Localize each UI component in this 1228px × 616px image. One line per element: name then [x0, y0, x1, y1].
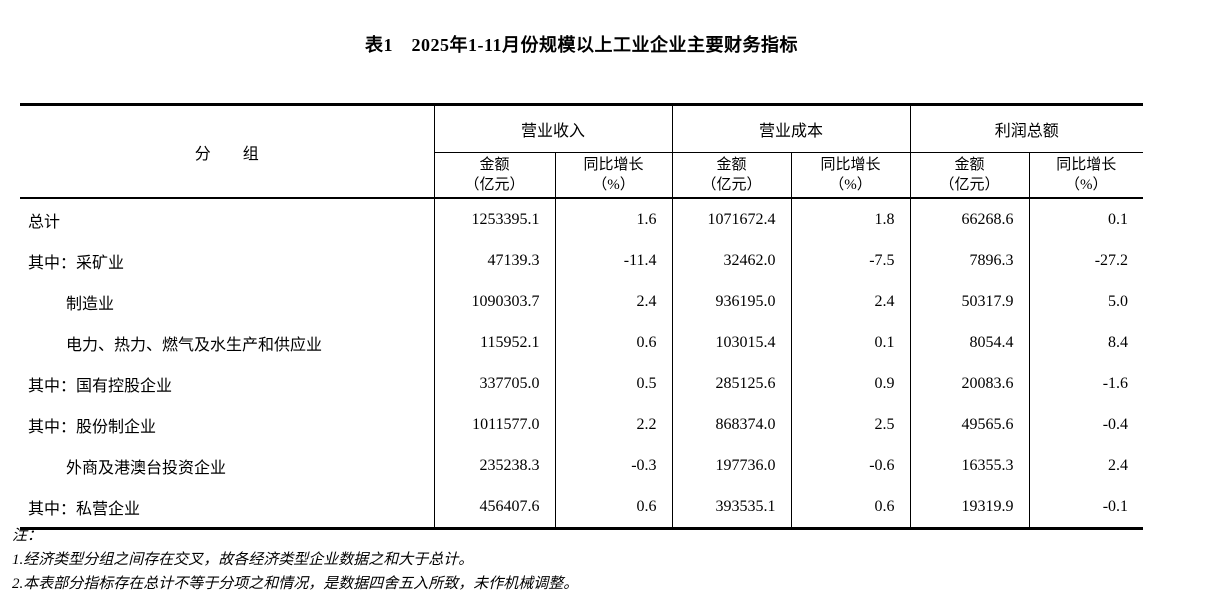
row-label: 总计 [20, 198, 435, 240]
value-cell: 1090303.7 [434, 281, 556, 322]
value-cell: 0.1 [791, 322, 911, 363]
header-revenue-growth: 同比增长 （%） [555, 152, 673, 199]
value-cell: -0.6 [791, 445, 911, 486]
table-row: 其中：采矿业 47139.3 -11.4 32462.0 -7.5 7896.3… [20, 240, 1143, 281]
header-profit-growth: 同比增长 （%） [1029, 152, 1144, 199]
value-cell: 936195.0 [672, 281, 792, 322]
value-cell: -0.3 [555, 445, 673, 486]
row-label: 其中：国有控股企业 [20, 363, 435, 404]
header-cost-amount: 金额 （亿元） [672, 152, 792, 199]
value-cell: 337705.0 [434, 363, 556, 404]
table-row: 其中：私营企业 456407.6 0.6 393535.1 0.6 19319.… [20, 486, 1143, 529]
footnotes: 注： 1.经济类型分组之间存在交叉，故各经济类型企业数据之和大于总计。 2.本表… [12, 524, 578, 596]
header-group-column: 分 组 [20, 104, 435, 199]
value-cell: 2.4 [1108, 456, 1129, 474]
value-cell: 285125.6 [672, 363, 792, 404]
value-cell: 2.4 [791, 281, 911, 322]
row-label: 制造业 [20, 281, 435, 322]
footnote-item: 2.本表部分指标存在总计不等于分项之和情况，是数据四舍五入所致，未作机械调整。 [12, 576, 579, 592]
value-cell: 868374.0 [672, 404, 792, 445]
row-label: 其中：股份制企业 [20, 404, 435, 445]
table-row: 制造业 1090303.7 2.4 936195.0 2.4 50317.9 5… [20, 281, 1143, 322]
table-header: 分 组 营业收入 营业成本 利润总额 金额 （亿元） 同比增长 （%） 金额 （… [20, 104, 1144, 199]
header-group-row: 分 组 营业收入 营业成本 利润总额 [20, 104, 1144, 199]
table-body: 总计 1253395.1 1.6 1071672.4 1.8 66268.6 0… [20, 198, 1143, 529]
table-row: 电力、热力、燃气及水生产和供应业 115952.1 0.6 103015.4 0… [20, 322, 1143, 363]
value-cell: 103015.4 [672, 322, 792, 363]
value-cell: 66268.6 [910, 198, 1030, 240]
value-cell: 1.8 [791, 198, 911, 240]
value-cell: 47139.3 [434, 240, 556, 281]
table-row: 总计 1253395.1 1.6 1071672.4 1.8 66268.6 0… [20, 198, 1143, 240]
header-section-revenue: 营业收入 [434, 104, 673, 153]
value-cell: 197736.0 [672, 445, 792, 486]
value-cell: -7.5 [791, 240, 911, 281]
value-cell: -27.2 [1094, 251, 1129, 269]
value-cell: 20083.6 [910, 363, 1030, 404]
value-cell: -1.6 [1102, 374, 1129, 392]
footnote-item: 1.经济类型分组之间存在交叉，故各经济类型企业数据之和大于总计。 [12, 552, 474, 568]
value-cell: 1.6 [555, 198, 673, 240]
value-cell: 5.0 [1108, 292, 1129, 310]
table-row: 外商及港澳台投资企业 235238.3 -0.3 197736.0 -0.6 1… [20, 445, 1143, 486]
value-cell: 0.6 [555, 486, 673, 529]
row-label: 其中：采矿业 [20, 240, 435, 281]
row-label: 其中：私营企业 [20, 486, 435, 529]
table-row: 其中：股份制企业 1011577.0 2.2 868374.0 2.5 4956… [20, 404, 1143, 445]
header-profit-amount: 金额 （亿元） [910, 152, 1030, 199]
header-sub-row: 金额 （亿元） 同比增长 （%） 金额 （亿元） 同比增长 （%） 金额 （亿元… [20, 152, 1144, 199]
value-cell: 235238.3 [434, 445, 556, 486]
value-cell: 49565.6 [910, 404, 1030, 445]
value-cell: 7896.3 [910, 240, 1030, 281]
header-revenue-amount: 金额 （亿元） [434, 152, 556, 199]
value-cell: -11.4 [555, 240, 673, 281]
value-cell: 393535.1 [672, 486, 792, 529]
footnote-label: 注： [12, 528, 43, 544]
header-cost-growth: 同比增长 （%） [791, 152, 911, 199]
value-cell: 32462.0 [672, 240, 792, 281]
value-cell: 8.4 [1108, 333, 1129, 351]
row-label: 外商及港澳台投资企业 [20, 445, 435, 486]
value-cell: 0.1 [1108, 210, 1129, 228]
value-cell: 456407.6 [434, 486, 556, 529]
value-cell: 50317.9 [910, 281, 1030, 322]
value-cell: 8054.4 [910, 322, 1030, 363]
value-cell: 0.9 [791, 363, 911, 404]
value-cell: 1253395.1 [434, 198, 556, 240]
value-cell: 2.2 [555, 404, 673, 445]
value-cell: -0.1 [1102, 497, 1129, 515]
header-section-cost: 营业成本 [672, 104, 911, 153]
value-cell: 0.6 [555, 322, 673, 363]
value-cell: -0.4 [1102, 415, 1129, 433]
row-label: 电力、热力、燃气及水生产和供应业 [20, 322, 435, 363]
value-cell: 2.5 [791, 404, 911, 445]
financial-indicators-table: 分 组 营业收入 营业成本 利润总额 金额 （亿元） 同比增长 （%） 金额 （… [20, 103, 1144, 530]
value-cell: 115952.1 [434, 322, 556, 363]
value-cell: 19319.9 [910, 486, 1030, 529]
value-cell: 0.5 [555, 363, 673, 404]
value-cell: 16355.3 [910, 445, 1030, 486]
table-title: 表1 2025年1-11月份规模以上工业企业主要财务指标 [365, 35, 798, 55]
header-section-profit: 利润总额 [910, 104, 1144, 153]
value-cell: 0.6 [791, 486, 911, 529]
value-cell: 1011577.0 [434, 404, 556, 445]
table-row: 其中：国有控股企业 337705.0 0.5 285125.6 0.9 2008… [20, 363, 1143, 404]
value-cell: 2.4 [555, 281, 673, 322]
value-cell: 1071672.4 [672, 198, 792, 240]
